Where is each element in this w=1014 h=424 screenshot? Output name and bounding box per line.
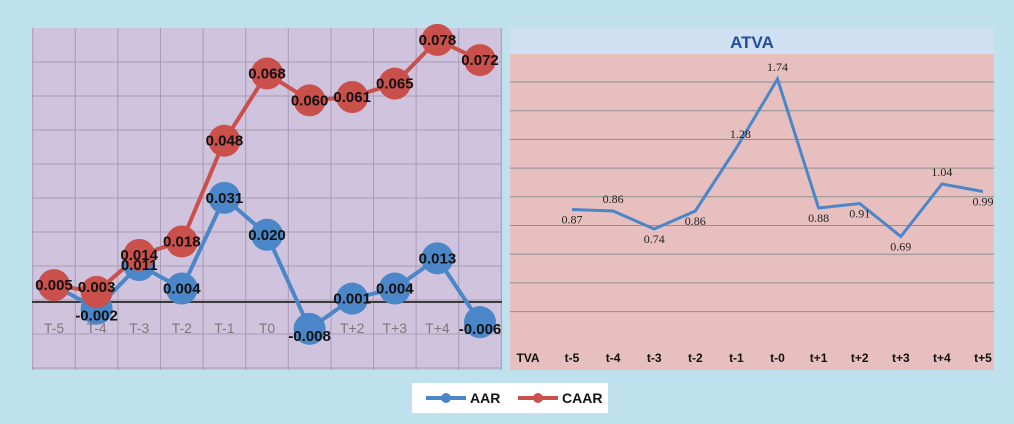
atva-plot-area	[510, 28, 994, 370]
caar-marker	[38, 269, 70, 302]
atva-x-tick-label: t+2	[851, 351, 869, 365]
atva-x-tick-label: t-5	[565, 351, 580, 365]
x-tick-label: T-5	[44, 320, 64, 336]
x-tick-label: T+4	[425, 320, 450, 336]
atva-x-tick-label: t-0	[770, 351, 785, 365]
aar-caar-chart: T-5T-4T-3T-2T-1T0T+2T+3T+4T+5-0.0020.011…	[32, 23, 502, 370]
caar-marker	[251, 57, 283, 90]
legend-marker-aar	[441, 393, 451, 403]
aar-marker	[293, 312, 326, 345]
caar-marker	[123, 238, 156, 271]
legend-marker-caar	[533, 393, 543, 403]
x-tick-label: T-3	[129, 320, 149, 336]
caar-data-label: 0.005	[35, 277, 73, 294]
aar-data-label: 0.001	[333, 291, 371, 308]
atva-data-label: 0.69	[890, 240, 911, 254]
caar-data-label: 0.078	[419, 32, 457, 49]
atva-x-tick-label: t+3	[892, 351, 910, 365]
caar-marker	[421, 23, 454, 56]
caar-marker	[293, 84, 326, 117]
atva-data-label: 0.91	[849, 207, 870, 221]
aar-data-label: 0.004	[163, 281, 201, 298]
aar-marker	[464, 306, 496, 339]
x-tick-label: T-1	[214, 320, 234, 336]
aar-marker	[165, 272, 198, 305]
atva-x-tick-label: t+4	[933, 351, 951, 365]
atva-data-label: 0.86	[685, 214, 706, 228]
atva-data-label: 0.99	[973, 195, 994, 209]
atva-x-tick-label: t-1	[729, 351, 744, 365]
caar-data-label: 0.072	[461, 52, 499, 69]
caar-marker	[336, 81, 369, 114]
aar-data-label: 0.011	[121, 257, 158, 274]
caar-data-label: 0.068	[248, 66, 286, 83]
caar-data-label: 0.061	[333, 89, 371, 106]
atva-data-label: 0.87	[562, 213, 583, 227]
atva-chart: ATVA 0.87 0.86 0.74 0.86 1.28 1.74 0.88 0.91 0.69…	[510, 28, 994, 365]
caar-marker	[80, 275, 113, 308]
caar-data-label: 0.014	[120, 247, 158, 264]
aar-data-label: 0.020	[248, 227, 286, 244]
caar-marker	[165, 225, 198, 258]
aar-marker	[336, 282, 369, 315]
atva-x-tick-label: t-3	[647, 351, 662, 365]
legend-label-aar: AAR	[470, 390, 500, 406]
atva-x-tick-label: t-2	[688, 351, 703, 365]
atva-data-label: 0.86	[603, 192, 624, 206]
x-tick-label: T0	[259, 320, 276, 336]
atva-data-label: 1.28	[730, 127, 751, 141]
aar-data-label: 0.004	[376, 281, 414, 298]
atva-data-label: 0.74	[644, 232, 665, 246]
atva-title-band	[510, 28, 994, 54]
aar-marker	[378, 272, 411, 305]
caar-data-label: 0.060	[291, 92, 329, 109]
atva-data-label: 0.88	[808, 211, 829, 225]
caar-data-label: 0.018	[163, 234, 201, 251]
caar-data-label: 0.048	[206, 133, 244, 150]
atva-data-label: 1.04	[931, 165, 952, 179]
aar-data-label: -0.002	[75, 308, 118, 325]
aar-marker	[421, 242, 454, 275]
caar-marker	[378, 67, 411, 100]
atva-data-label: 1.74	[767, 60, 788, 74]
x-tick-label: T+3	[383, 320, 408, 336]
caar-data-label: 0.003	[78, 279, 116, 296]
aar-data-label: -0.008	[288, 328, 331, 345]
aar-marker	[251, 218, 283, 251]
x-tick-label: T+2	[340, 320, 365, 336]
caar-marker	[464, 44, 496, 77]
aar-data-label: 0.013	[419, 250, 457, 267]
atva-title: ATVA	[730, 33, 774, 52]
caar-data-label: 0.065	[376, 76, 414, 93]
aar-marker	[208, 181, 241, 214]
aar-data-label: -0.006	[459, 321, 502, 338]
x-tick-label: T-2	[172, 320, 192, 336]
atva-x-tick-label: t+1	[810, 351, 828, 365]
atva-line	[571, 75, 984, 239]
atva-x-tick-label: t-4	[606, 351, 621, 365]
atva-x-axis-label: TVA	[516, 351, 539, 365]
legend-label-caar: CAAR	[562, 390, 602, 406]
aar-data-label: 0.031	[206, 190, 244, 207]
atva-x-tick-label: t+5	[974, 351, 992, 365]
x-tick-label: T-4	[86, 320, 106, 336]
caar-marker	[208, 124, 241, 157]
